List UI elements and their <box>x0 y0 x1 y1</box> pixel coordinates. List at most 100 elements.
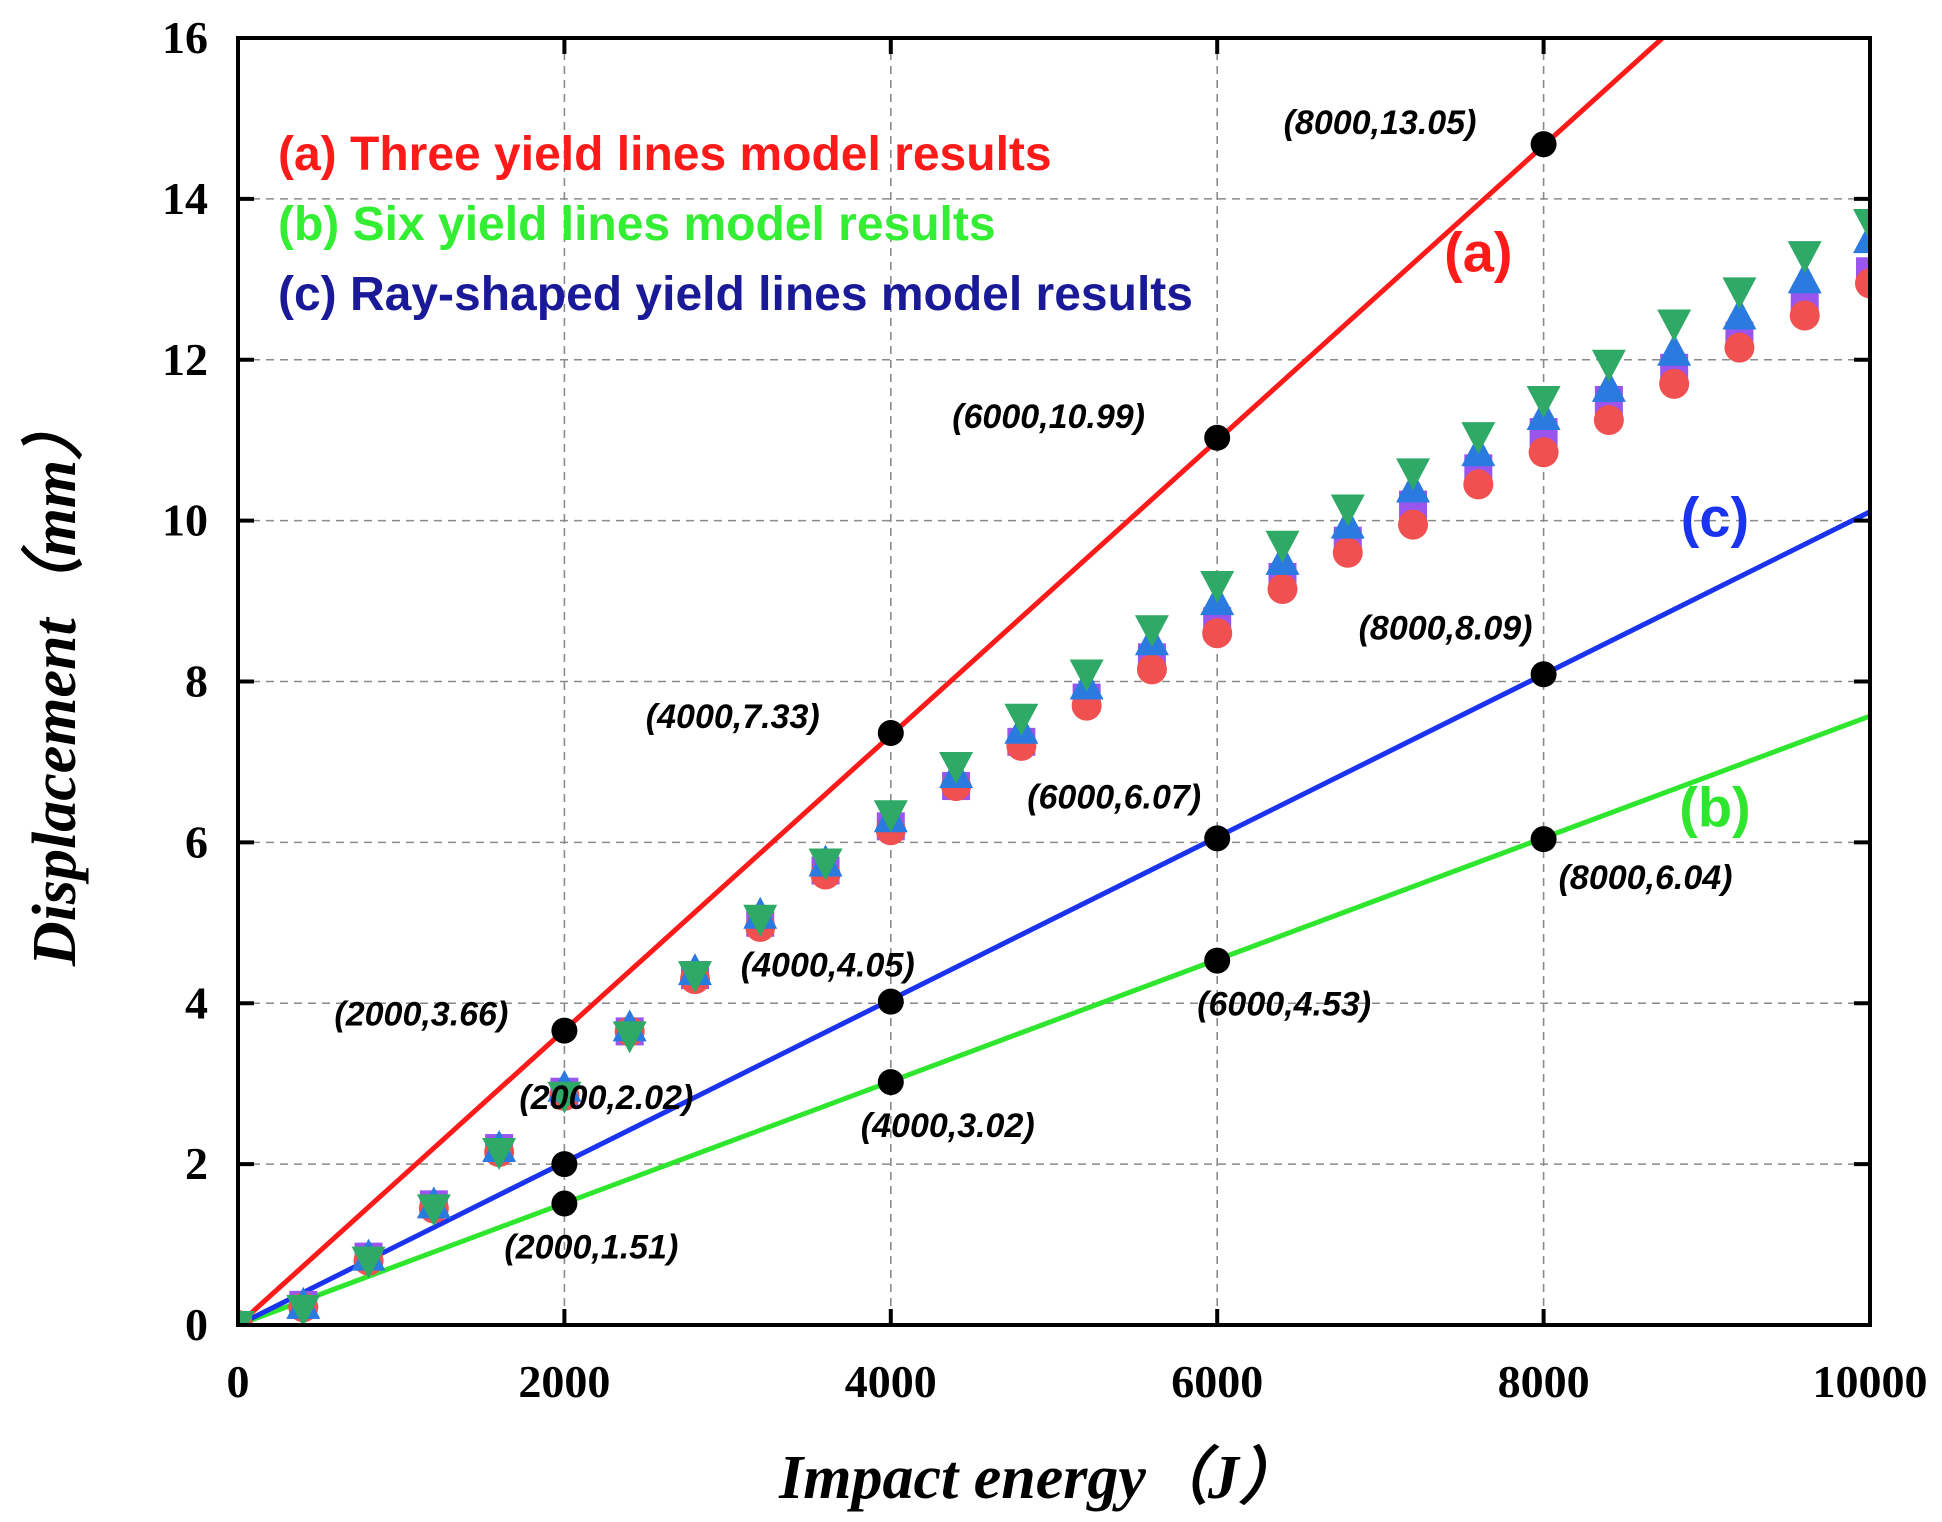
legend-entry: (c) Ray-shaped yield lines model results <box>278 268 1193 321</box>
key-point-label: (2000,2.02) <box>519 1079 693 1117</box>
key-point-label: (8000,13.05) <box>1284 104 1477 142</box>
y-axis-title: Displacement（mm） <box>20 398 89 967</box>
key-point <box>877 719 904 746</box>
grid-lines <box>238 38 1870 1325</box>
axis-ticks: 0 2000 4000 6000 8000 10000 0 2 4 6 8 10 12 14 16 <box>162 12 1928 1407</box>
fit-line <box>238 38 1667 1325</box>
data-point <box>482 1138 517 1171</box>
x-axis-title: Impact energy（J） <box>778 1443 1301 1512</box>
key-point <box>1204 947 1231 974</box>
key-point-label: (6000,6.07) <box>1027 778 1201 816</box>
line-tag: (c) <box>1681 486 1749 549</box>
data-point <box>873 800 908 833</box>
data-point <box>1528 437 1559 468</box>
key-point <box>551 1190 578 1217</box>
data-point <box>1134 615 1169 648</box>
y-tick-label: 4 <box>185 977 208 1028</box>
data-point <box>1657 333 1692 366</box>
data-point <box>808 848 843 881</box>
x-tick-label: 0 <box>227 1356 250 1407</box>
data-point <box>351 1246 386 1279</box>
key-point-label: (2000,1.51) <box>504 1229 678 1267</box>
key-point <box>551 1017 578 1044</box>
key-points <box>551 131 1557 1217</box>
data-point <box>547 1081 582 1114</box>
key-point-label: (4000,7.33) <box>646 698 820 736</box>
legend-entry: (b) Six yield lines model results <box>278 198 996 251</box>
data-point <box>1853 209 1870 242</box>
x-tick-label: 2000 <box>518 1356 610 1407</box>
data-point <box>238 1311 255 1325</box>
key-point-label: (6000,10.99) <box>952 398 1145 436</box>
data-point <box>743 904 778 937</box>
x-tick-label: 6000 <box>1171 1356 1263 1407</box>
data-markers <box>238 209 1870 1325</box>
data-point <box>1657 309 1692 342</box>
x-tick-label: 8000 <box>1498 1356 1590 1407</box>
y-tick-label: 16 <box>162 12 208 63</box>
data-point <box>1789 300 1820 331</box>
key-point-label: (4000,4.05) <box>741 947 915 985</box>
y-tick-label: 10 <box>162 495 208 546</box>
data-point <box>677 961 712 994</box>
data-point <box>1136 654 1167 685</box>
data-point <box>1526 385 1561 418</box>
data-point <box>1787 261 1822 294</box>
fit-lines <box>238 38 1870 1325</box>
key-point <box>1530 661 1557 688</box>
data-point <box>1461 422 1496 455</box>
key-point <box>1530 131 1557 158</box>
key-point <box>1204 825 1231 852</box>
data-point <box>1069 659 1104 692</box>
data-point <box>1593 405 1624 436</box>
data-point <box>1591 349 1626 382</box>
key-point <box>1204 424 1231 451</box>
data-point <box>1787 241 1822 274</box>
key-point <box>877 988 904 1015</box>
key-point-label: (4000,3.02) <box>861 1107 1035 1145</box>
data-point <box>1659 368 1690 399</box>
y-tick-label: 12 <box>162 334 208 385</box>
data-point <box>939 751 974 784</box>
legend-entry: (a) Three yield lines model results <box>278 128 1052 181</box>
y-tick-label: 0 <box>185 1299 208 1350</box>
y-tick-label: 2 <box>185 1138 208 1189</box>
key-point-label: (8000,8.09) <box>1359 609 1533 647</box>
data-point <box>1200 570 1235 603</box>
key-point <box>1530 826 1557 853</box>
y-tick-label: 6 <box>185 816 208 867</box>
point-annotations: (2000,3.66) (4000,7.33) (6000,10.99) (8000,… <box>334 104 1732 1266</box>
data-point <box>1724 332 1755 363</box>
data-point <box>1855 268 1870 299</box>
data-point <box>1265 530 1300 563</box>
data-point <box>1396 458 1431 491</box>
data-point <box>416 1194 451 1227</box>
data-point <box>1202 618 1233 649</box>
key-point <box>551 1151 578 1178</box>
y-tick-label: 14 <box>162 173 208 224</box>
data-point <box>1004 703 1039 736</box>
data-point <box>1330 494 1365 527</box>
data-point <box>612 1021 647 1054</box>
fit-line <box>238 713 1870 1325</box>
data-point <box>1463 469 1494 500</box>
fit-line <box>238 509 1870 1325</box>
x-tick-label: 10000 <box>1813 1356 1928 1407</box>
data-point <box>1591 369 1626 402</box>
line-tag: (a) <box>1444 220 1512 283</box>
key-point <box>877 1069 904 1096</box>
data-point <box>1722 277 1757 310</box>
key-point-label: (6000,4.53) <box>1197 986 1371 1024</box>
line-tag: (b) <box>1679 775 1751 838</box>
data-point <box>286 1294 321 1325</box>
y-tick-label: 8 <box>185 656 208 707</box>
line-tags: (a) (b) (c) <box>1444 220 1751 838</box>
x-tick-label: 4000 <box>845 1356 937 1407</box>
data-point <box>1398 509 1429 540</box>
data-point <box>1332 537 1363 568</box>
key-point-label: (8000,6.04) <box>1559 859 1733 897</box>
key-point-label: (2000,3.66) <box>334 996 508 1034</box>
legend: (a) Three yield lines model results (b) S… <box>278 128 1193 321</box>
data-point <box>1267 573 1298 604</box>
